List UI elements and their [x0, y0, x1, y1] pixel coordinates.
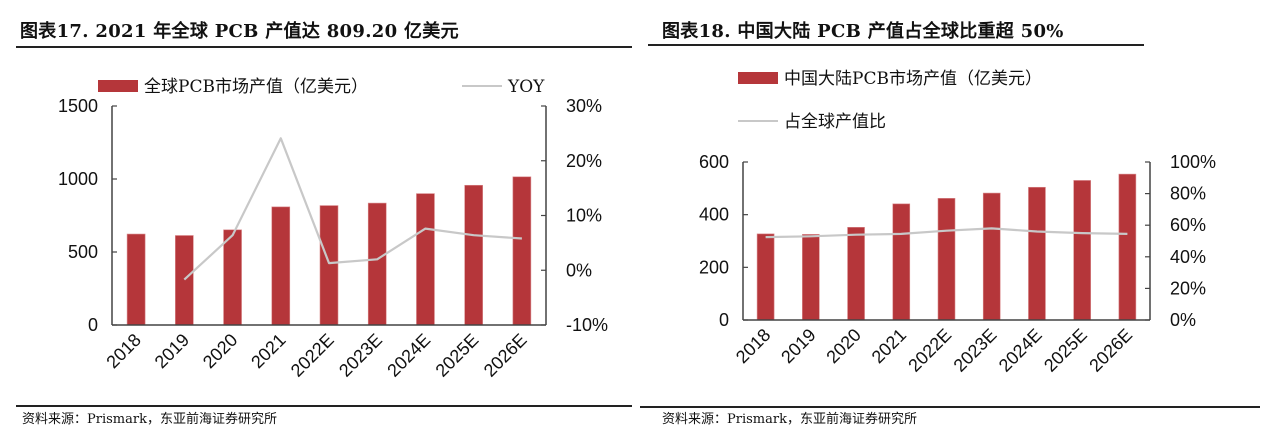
right-tick-label: 80%: [1170, 184, 1206, 204]
title-underline: [648, 44, 1144, 46]
figure-17-panel: 图表17. 2021 年全球 PCB 产值达 809.20 亿美元 全球PCB市…: [0, 0, 632, 448]
bar-2022E: [319, 205, 339, 326]
left-tick-label: 500: [68, 242, 98, 262]
figure-18-panel: 图表18. 中国大陆 PCB 产值占全球比重超 50% 中国大陆PCB市场产值（…: [640, 0, 1267, 448]
figure-18-source: 资料来源：Prismark，东亚前海证券研究所: [662, 412, 917, 427]
left-tick-label: 1000: [58, 169, 98, 189]
right-tick-label: 0%: [566, 260, 592, 280]
left-tick-label: 600: [699, 152, 729, 172]
x-tick-label: 2018: [102, 330, 144, 372]
left-tick-label: 400: [699, 205, 729, 225]
legend-line-label: 占全球产值比: [784, 112, 886, 132]
bar-2020: [223, 229, 242, 326]
legend-bar-label: 全球PCB市场产值（亿美元）: [144, 77, 368, 97]
bar-2018: [126, 233, 146, 326]
bar-2024E: [416, 193, 435, 326]
figure-18-chart: 中国大陆PCB市场产值（亿美元） 占全球产值比 0 200 400 600 0% 20% 40%…: [699, 69, 1216, 376]
left-tick-label: 1500: [58, 96, 98, 116]
x-tick-label: 2018: [732, 325, 774, 367]
x-tick-label: 2026E: [1085, 325, 1136, 376]
left-tick-label: 0: [88, 315, 98, 335]
right-tick-label: 30%: [566, 96, 602, 116]
bar-2025E: [1073, 180, 1091, 321]
figure-17-chart: 全球PCB市场产值（亿美元） YOY 0 500 1000 1500 -10% 0% 10% 20…: [58, 77, 608, 381]
right-tick-label: 100%: [1170, 152, 1216, 172]
bar-2020: [847, 227, 865, 321]
x-tick-label: 2022E: [904, 325, 955, 376]
x-tick-label: 2019: [777, 325, 819, 367]
source-rule: [640, 406, 1260, 408]
right-tick-label: -10%: [566, 315, 608, 335]
bar-2026E: [1118, 173, 1137, 321]
bar-2018: [756, 233, 775, 321]
x-tick-label: 2021: [247, 330, 289, 372]
bar-2023E: [367, 202, 387, 326]
bar-2026E: [512, 176, 532, 326]
right-tick-label: 40%: [1170, 247, 1206, 267]
x-tick-label: 2024E: [995, 325, 1046, 376]
figure-17-source: 资料来源：Prismark，东亚前海证券研究所: [22, 412, 277, 427]
right-tick-label: 60%: [1170, 215, 1206, 235]
x-tick-label: 2022E: [287, 330, 338, 381]
bar-2019: [802, 234, 820, 321]
x-tick-label: 2025E: [432, 330, 483, 381]
figure-18-title: 图表18. 中国大陆 PCB 产值占全球比重超 50%: [662, 21, 1064, 42]
bar-2021: [892, 203, 911, 321]
legend-bar-swatch: [738, 72, 778, 84]
x-tick-label: 2020: [822, 325, 864, 367]
bar-2019: [175, 235, 194, 326]
right-tick-label: 20%: [566, 151, 602, 171]
right-tick-label: 0%: [1170, 310, 1196, 330]
left-tick-label: 200: [699, 257, 729, 277]
right-tick-label: 20%: [1170, 278, 1206, 298]
title-underline: [16, 46, 632, 48]
legend-line-label: YOY: [507, 77, 545, 97]
legend-bar-label: 中国大陆PCB市场产值（亿美元）: [784, 69, 1042, 89]
bar-2025E: [464, 184, 483, 326]
left-tick-label: 0: [719, 310, 729, 330]
bar-2021: [271, 206, 291, 326]
figure-17-title: 图表17. 2021 年全球 PCB 产值达 809.20 亿美元: [20, 21, 459, 42]
x-tick-label: 2019: [151, 330, 193, 372]
x-tick-label: 2025E: [1040, 325, 1091, 376]
legend-bar-swatch: [98, 80, 138, 92]
x-tick-label: 2024E: [383, 330, 434, 381]
right-tick-label: 10%: [566, 206, 602, 226]
series-line-yoy: [183, 137, 522, 281]
bar-2024E: [1028, 186, 1046, 321]
bar-2022E: [937, 198, 956, 321]
x-tick-label: 2020: [199, 330, 241, 372]
x-tick-label: 2023E: [335, 330, 386, 381]
source-rule: [16, 405, 632, 407]
x-tick-label: 2026E: [480, 330, 531, 381]
bar-2023E: [982, 192, 1001, 321]
x-tick-label: 2023E: [950, 325, 1001, 376]
series-line-share: [765, 227, 1128, 239]
